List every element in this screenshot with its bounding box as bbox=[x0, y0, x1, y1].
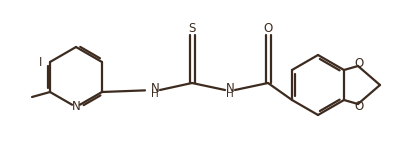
Text: I: I bbox=[39, 56, 42, 69]
Text: O: O bbox=[354, 101, 364, 114]
Text: O: O bbox=[264, 22, 273, 34]
Text: N: N bbox=[226, 82, 234, 95]
Text: N: N bbox=[151, 82, 159, 95]
Text: H: H bbox=[151, 89, 159, 99]
Text: N: N bbox=[72, 101, 81, 114]
Text: O: O bbox=[354, 56, 364, 69]
Text: S: S bbox=[188, 22, 196, 34]
Text: H: H bbox=[226, 89, 234, 99]
